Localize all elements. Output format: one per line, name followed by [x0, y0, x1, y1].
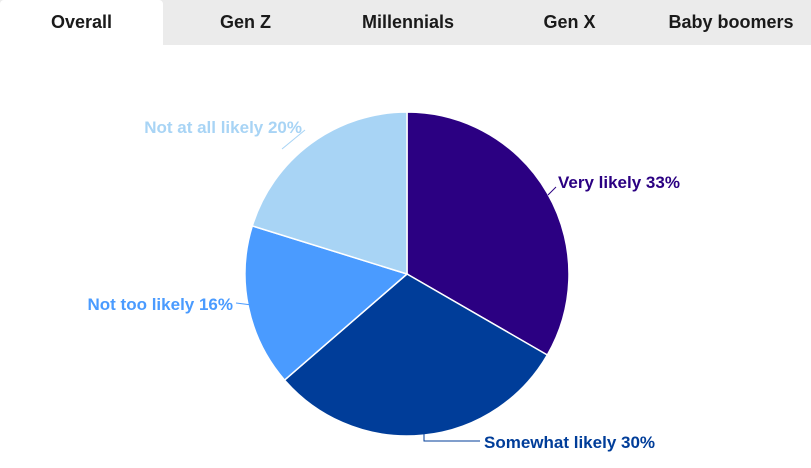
data-label-very-likely: Very likely 33%	[558, 173, 680, 192]
pie-slice-somewhat-likely[interactable]	[283, 273, 549, 437]
data-label-not-too-likely: Not too likely 16%	[88, 295, 233, 314]
pie-slice-very-likely[interactable]	[406, 111, 570, 357]
data-label-not-at-all-likely: Not at all likely 20%	[144, 118, 302, 137]
leader-line-somewhat-likely	[423, 429, 480, 442]
leader-line-not-at-all-likely	[281, 129, 306, 150]
pie-slice-not-at-all-likely[interactable]	[251, 111, 408, 276]
pie-slice-not-too-likely[interactable]	[244, 224, 409, 382]
tab-gen-x[interactable]: Gen X	[543, 12, 596, 32]
chart-area: Very likely 33% Somewhat likely 30% Not to…	[0, 45, 811, 468]
tab-gen-z[interactable]: Gen Z	[219, 12, 271, 32]
data-label-somewhat-likely: Somewhat likely 30%	[484, 433, 655, 452]
pie-chart: Very likely 33% Somewhat likely 30% Not to…	[88, 111, 680, 452]
tab-baby-boomers[interactable]: Baby boomers	[668, 12, 794, 32]
leader-line-very-likely	[547, 186, 557, 196]
tab-millennials[interactable]: Millennials	[361, 12, 455, 32]
tab-overall[interactable]: Overall	[0, 0, 163, 45]
leader-line-not-too-likely	[235, 302, 253, 306]
tab-bar: Overall Gen Z Millennials Gen X Baby boo…	[0, 0, 811, 45]
